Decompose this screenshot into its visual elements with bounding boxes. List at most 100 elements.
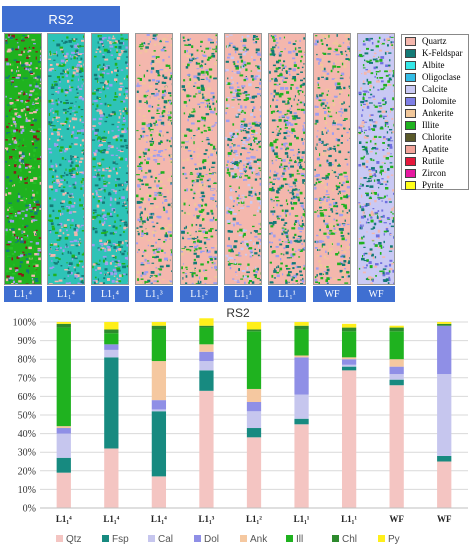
x-tick-label: L1₁⁴ [56,514,72,524]
mineral-map-strip [268,33,306,285]
bar-segment [56,457,71,473]
bar-segment [151,329,167,362]
bar-segment [341,364,357,367]
y-tick-label: 90% [18,336,36,347]
legend-item: Rutile [405,155,468,167]
legend-label: Zircon [422,168,446,178]
y-tick-label: 50% [18,411,36,422]
chart-legend-swatch [378,535,385,542]
legend-swatch [405,60,416,70]
bar-segment [246,329,262,332]
bar-segment [56,428,71,434]
bar-segment [294,355,309,358]
bar-segment [246,322,262,330]
y-tick-label: 20% [18,466,36,477]
legend-label: Apatite [422,144,449,154]
bar-segment [246,428,262,438]
bar-segment [246,401,262,412]
bar-segment [151,322,167,326]
bar-segment [199,344,214,352]
bar-segment [199,318,214,326]
bar-segment [199,370,214,391]
chart-legend-label: Ank [250,534,268,545]
legend-item: Albite [405,59,468,71]
chart-legend-swatch [102,535,109,542]
bar-segment [104,329,119,334]
legend-item: K-Feldspar [405,47,468,59]
figure-title: RS2 [2,6,120,32]
legend-item: Illite [405,119,468,131]
x-tick-label: L1₁⁴ [151,514,167,524]
legend-item: Oligoclase [405,71,468,83]
bar-segment [151,400,167,410]
legend-label: Dolomite [422,96,456,106]
bar-segment [246,331,262,389]
y-tick-label: 70% [18,373,36,384]
mineral-legend: Quartz K-Feldspar Albite Oligoclase Calcite D… [401,34,469,190]
legend-label: Chlorite [422,132,452,142]
bar-segment [199,351,214,362]
x-tick-label: L1₁¹ [294,514,310,524]
bar-segment [56,327,71,427]
bar-segment [151,476,167,508]
strip-label: L1₁¹ [224,286,262,302]
bar-segment [294,322,309,326]
bar-segment [294,357,309,395]
bar-segment [151,361,167,401]
bar-segment [246,437,262,508]
bar-segment [246,411,262,429]
bar-segment [104,349,119,358]
strip-label: L1₁⁴ [91,286,129,302]
bar-segment [151,409,167,412]
chart-legend-swatch [194,535,201,542]
legend-label: Rutile [422,156,444,166]
x-tick-label: L1₁¹ [341,514,357,524]
strip-label: L1₁⁴ [47,286,85,302]
bar-segment [341,359,357,365]
legend-label: Albite [422,60,445,70]
legend-swatch [405,120,416,130]
bar-segment [104,322,119,330]
bar-segment [56,433,71,458]
chart-legend-label: Fsp [112,534,129,545]
legend-item: Zircon [405,167,468,179]
bar-segment [294,325,309,330]
chart-legend-swatch [286,535,293,542]
bar-segment [437,374,452,456]
legend-label: Calcite [422,84,448,94]
legend-swatch [405,156,416,166]
strip-label: L1₁³ [135,286,173,302]
bar-segment [104,357,119,449]
bar-segment [437,325,452,375]
x-tick-label: WF [389,514,404,524]
legend-label: Oligoclase [422,72,461,82]
bar-segment [294,329,309,356]
mineral-map-strip [357,33,395,285]
bar-segment [389,331,404,360]
bar-segment [104,333,119,345]
legend-label: Pyrite [422,180,444,190]
legend-label: Quartz [422,36,447,46]
y-tick-label: 30% [18,448,36,459]
y-tick-label: 0% [23,504,36,515]
chart-legend-swatch [56,535,63,542]
chart-legend-label: Dol [204,534,219,545]
mineral-map-strip [180,33,218,285]
bar-segment [294,418,309,425]
bar-segment [389,374,404,380]
legend-item: Dolomite [405,95,468,107]
legend-label: K-Feldspar [422,48,463,58]
strip-label: WF [313,286,351,302]
y-tick-label: 100% [13,318,36,329]
mineral-map-strip [224,33,262,285]
strip-label: L1₁⁴ [4,286,42,302]
legend-item: Pyrite [405,179,468,191]
legend-item: Chlorite [405,131,468,143]
chart-legend-swatch [148,535,155,542]
bar-segment [56,426,71,429]
legend-item: Apatite [405,143,468,155]
y-tick-label: 80% [18,355,36,366]
bar-segment [389,385,404,508]
chart-legend-label: Cal [158,534,173,545]
bar-segment [341,357,357,360]
